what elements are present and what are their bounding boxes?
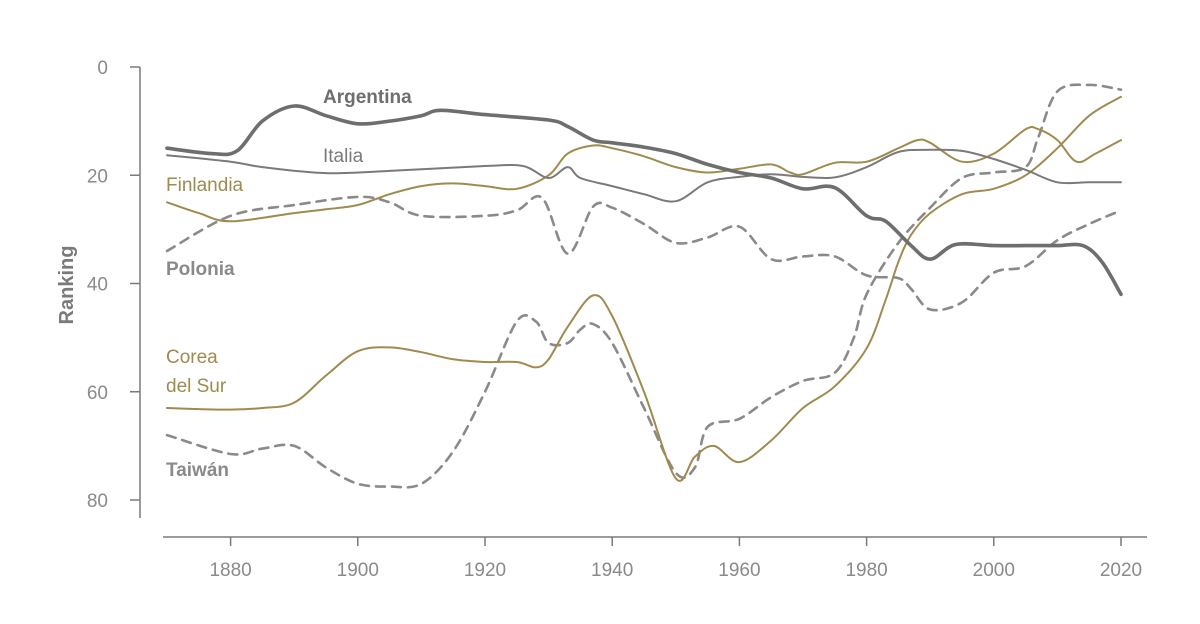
x-tick-label: 1880 [209, 560, 251, 581]
series-label-corea-del-sur: del Sur [166, 376, 227, 397]
x-tick-label: 1900 [337, 560, 379, 581]
y-ticks: 0 20 40 60 80 [87, 58, 140, 512]
y-axis-title: Ranking [56, 246, 78, 325]
series-label-finlandia: Finlandia [166, 175, 244, 196]
x-tick-label: 1960 [718, 560, 760, 581]
series-label-taiw-n: Taiwán [166, 460, 229, 481]
series-label-italia: Italia [323, 146, 364, 167]
x-tick-label: 1920 [464, 560, 506, 581]
y-tick-label: 60 [87, 383, 108, 404]
y-tick-label: 40 [87, 275, 108, 296]
series-labels: Argentina Italia Finlandia Polonia Corea del … [166, 87, 412, 481]
series-label-polonia: Polonia [166, 259, 235, 280]
x-tick-label: 1940 [591, 560, 633, 581]
series-lines [165, 83, 1123, 489]
x-tick-label: 1980 [845, 560, 887, 581]
axes: 0 20 40 60 80 1880 1900 1920 1940 1960 1980 2000 20… [56, 58, 1147, 581]
x-tick-label: 2000 [973, 560, 1015, 581]
y-tick-label: 20 [87, 166, 108, 187]
series-line-polonia [165, 195, 1123, 312]
series-line-corea-del-sur [166, 95, 1122, 482]
x-tick-label: 2020 [1100, 560, 1142, 581]
series-label-argentina: Argentina [323, 87, 412, 108]
y-tick-label: 0 [97, 58, 108, 79]
series-line-italia [166, 148, 1122, 203]
series-label-corea-del-sur: Corea [166, 347, 218, 368]
series-line-taiw-n [165, 83, 1123, 489]
series-line-argentina [165, 104, 1123, 297]
series-line-finlandia [166, 125, 1122, 223]
y-tick-label: 80 [87, 491, 108, 512]
x-ticks: 1880 1900 1920 1940 1960 1980 2000 2020 [209, 537, 1142, 581]
